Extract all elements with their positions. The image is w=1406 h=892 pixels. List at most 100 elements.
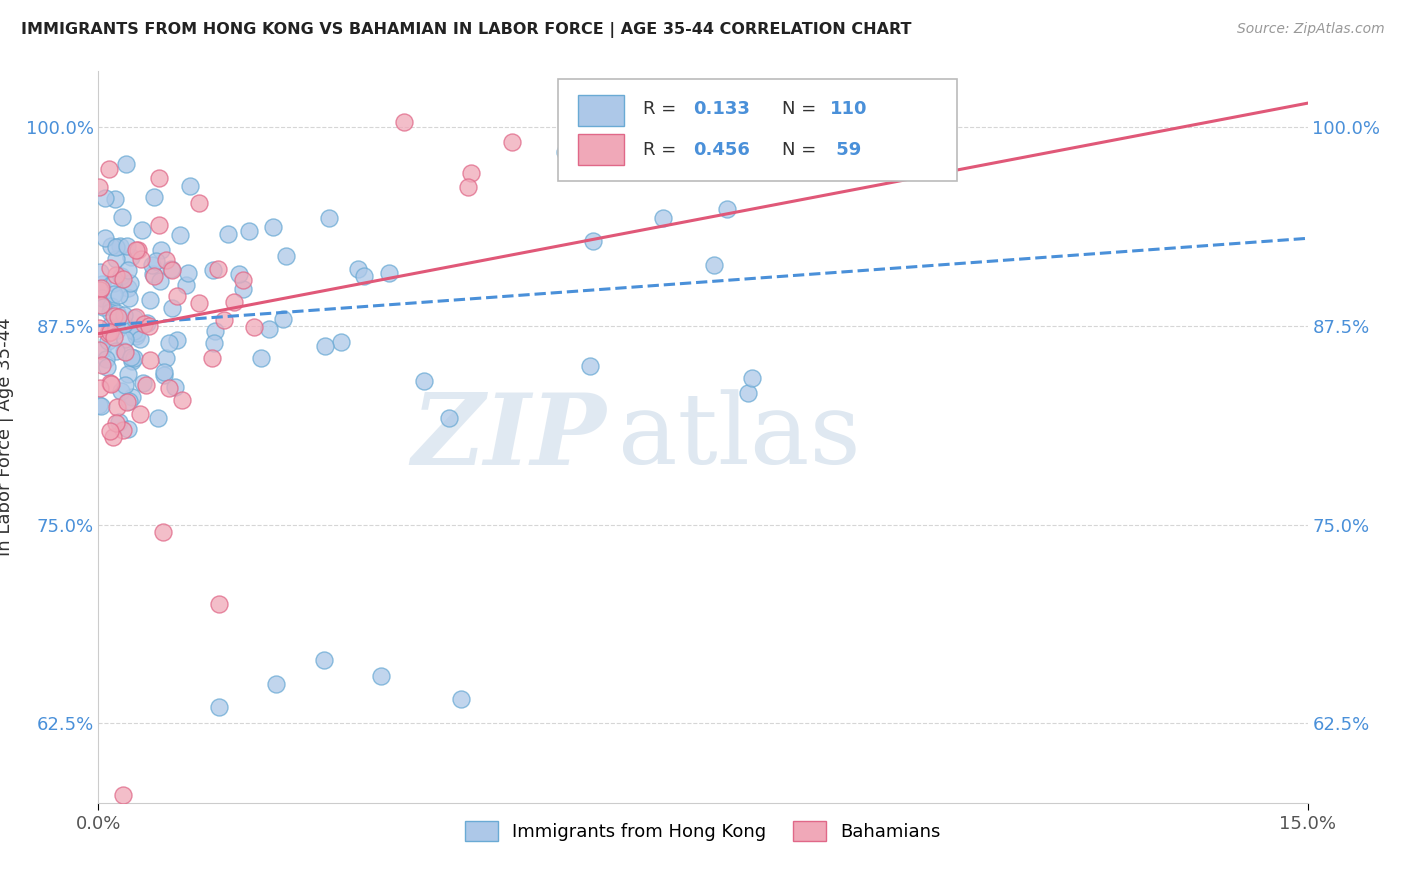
Point <box>91 277 114 292</box>
Point <box>94 352 117 367</box>
Point <box>139 353 162 368</box>
Point <box>103 329 125 343</box>
Point <box>108 416 131 430</box>
Point <box>117 422 139 436</box>
Point <box>208 597 231 611</box>
Point <box>159 261 181 276</box>
Point <box>107 310 129 324</box>
Point <box>155 351 177 365</box>
Point <box>114 332 136 346</box>
Text: N =: N = <box>782 141 821 159</box>
Point <box>128 407 150 421</box>
Point <box>148 171 170 186</box>
Point <box>121 390 143 404</box>
Point <box>135 377 157 392</box>
Point <box>257 322 280 336</box>
Point <box>110 239 132 253</box>
Point <box>737 385 759 400</box>
FancyBboxPatch shape <box>558 78 957 181</box>
Point <box>437 411 460 425</box>
Point <box>204 324 226 338</box>
Text: 0.133: 0.133 <box>693 101 751 119</box>
Point <box>110 384 132 398</box>
Text: ZIP: ZIP <box>412 389 606 485</box>
Point <box>314 339 336 353</box>
Point <box>165 380 187 394</box>
Bar <box>578 135 624 165</box>
Point <box>579 359 602 373</box>
Point <box>651 211 673 225</box>
Point <box>107 288 129 302</box>
Point <box>103 287 125 301</box>
Point <box>90 298 112 312</box>
Point <box>110 210 132 224</box>
Point <box>148 410 170 425</box>
Point <box>115 157 138 171</box>
Point <box>101 430 124 444</box>
Point <box>347 262 370 277</box>
Point <box>132 376 155 391</box>
Point <box>91 300 114 314</box>
Point <box>105 416 128 430</box>
Point <box>157 336 180 351</box>
Point <box>131 252 153 266</box>
Point <box>149 274 172 288</box>
Point <box>370 668 392 682</box>
Point <box>120 351 142 365</box>
Point <box>98 318 121 333</box>
Point <box>153 365 176 379</box>
Point <box>232 281 254 295</box>
Point <box>412 374 434 388</box>
Point <box>741 371 763 385</box>
Text: Source: ZipAtlas.com: Source: ZipAtlas.com <box>1237 22 1385 37</box>
Point <box>100 238 122 252</box>
Point <box>169 228 191 243</box>
Point <box>127 244 149 258</box>
Point <box>118 277 141 291</box>
Point <box>176 266 198 280</box>
Point <box>460 166 482 180</box>
Point <box>89 320 111 334</box>
Point <box>104 240 127 254</box>
Text: atlas: atlas <box>619 389 860 485</box>
Point <box>330 334 353 349</box>
Point <box>114 344 136 359</box>
Point <box>122 351 145 365</box>
Point <box>217 227 239 242</box>
Point <box>105 401 128 415</box>
Point <box>128 332 150 346</box>
Point <box>575 129 598 144</box>
Point <box>91 343 114 358</box>
Point <box>716 202 738 217</box>
Point <box>201 351 224 366</box>
Point <box>111 788 134 802</box>
Point <box>228 268 250 282</box>
Point <box>104 192 127 206</box>
Point <box>142 268 165 283</box>
Point <box>105 343 128 358</box>
Point <box>201 263 224 277</box>
Point <box>122 324 145 338</box>
Point <box>145 254 167 268</box>
Point <box>100 299 122 313</box>
Point <box>124 311 146 326</box>
Point <box>141 258 163 272</box>
Point <box>120 250 142 264</box>
Point <box>89 283 111 297</box>
Point <box>89 179 111 194</box>
Point <box>115 394 138 409</box>
Point <box>103 309 125 323</box>
Point <box>118 291 141 305</box>
Point <box>160 262 183 277</box>
Text: 0.456: 0.456 <box>693 141 751 159</box>
Point <box>207 262 229 277</box>
Point <box>139 293 162 307</box>
Point <box>176 278 198 293</box>
Point <box>104 268 127 283</box>
Text: 59: 59 <box>830 141 862 159</box>
Point <box>157 381 180 395</box>
Point <box>152 368 174 383</box>
Point <box>143 190 166 204</box>
Point <box>457 180 479 194</box>
Point <box>115 239 138 253</box>
